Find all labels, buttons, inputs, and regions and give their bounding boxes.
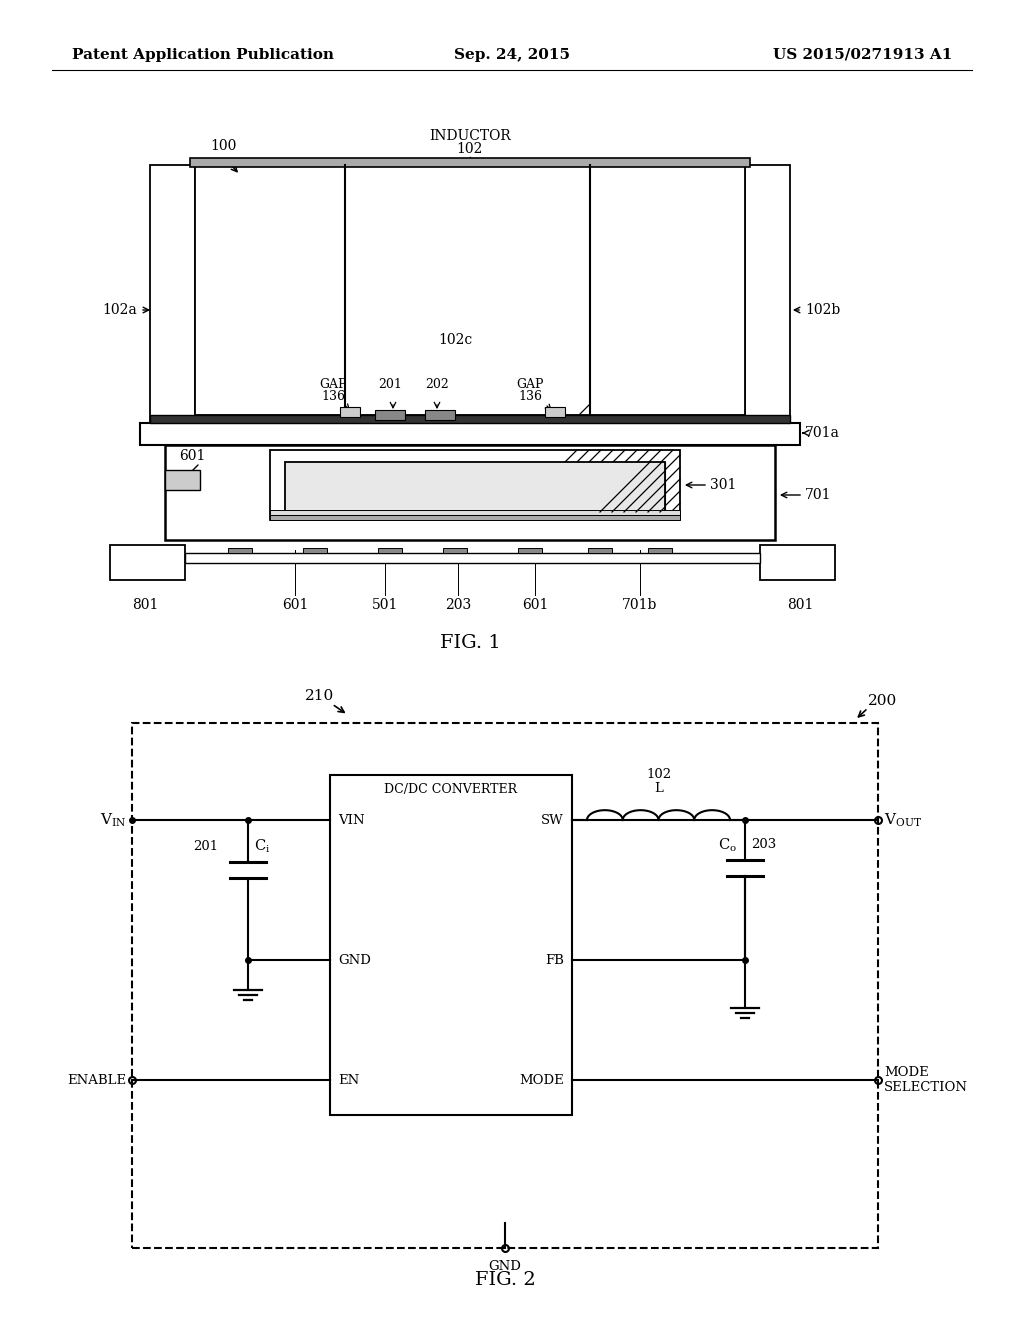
Bar — [132, 723, 878, 1247]
Text: Sep. 24, 2015: Sep. 24, 2015 — [454, 48, 570, 62]
Text: 801: 801 — [132, 598, 158, 612]
Text: US 2015/0271913 A1: US 2015/0271913 A1 — [773, 48, 952, 62]
Bar — [165, 470, 200, 490]
Bar — [745, 165, 790, 425]
Bar — [378, 548, 402, 553]
Text: VIN: VIN — [338, 813, 365, 826]
Text: DC/DC CONVERTER: DC/DC CONVERTER — [384, 784, 517, 796]
Text: GAP: GAP — [516, 378, 544, 391]
Text: 601: 601 — [179, 449, 205, 463]
Bar — [270, 515, 680, 520]
Bar — [150, 165, 195, 425]
Text: 200: 200 — [868, 694, 897, 708]
Text: 701a: 701a — [805, 426, 840, 440]
Text: FB: FB — [545, 953, 564, 966]
Text: 210: 210 — [305, 689, 335, 704]
Bar — [165, 445, 775, 540]
Text: 202: 202 — [425, 378, 449, 391]
Bar — [590, 165, 745, 414]
Text: 203: 203 — [751, 838, 776, 851]
Text: 102: 102 — [457, 143, 483, 156]
Text: 301: 301 — [710, 478, 736, 492]
Bar — [330, 775, 572, 1115]
Text: GND: GND — [338, 953, 371, 966]
Text: 201: 201 — [193, 840, 218, 853]
Bar — [760, 545, 835, 579]
Text: 801: 801 — [786, 598, 813, 612]
Bar — [518, 548, 542, 553]
Text: 701b: 701b — [623, 598, 657, 612]
Bar — [140, 422, 800, 445]
Text: $\mathregular{C_o}$: $\mathregular{C_o}$ — [718, 837, 737, 854]
Bar — [285, 462, 665, 512]
Text: 136: 136 — [518, 389, 542, 403]
Bar — [110, 545, 185, 579]
Bar — [588, 548, 612, 553]
Bar — [345, 165, 590, 414]
Text: 201: 201 — [378, 378, 402, 391]
Bar — [285, 462, 665, 512]
Text: INDUCTOR: INDUCTOR — [429, 129, 511, 143]
Text: 203: 203 — [444, 598, 471, 612]
Bar — [185, 553, 760, 564]
Text: $\mathregular{V_{IN}}$: $\mathregular{V_{IN}}$ — [99, 812, 126, 829]
Bar — [195, 165, 345, 414]
Text: L: L — [654, 781, 663, 795]
Bar — [270, 450, 680, 520]
Text: $\mathregular{C_i}$: $\mathregular{C_i}$ — [254, 837, 270, 855]
Text: GAP: GAP — [319, 378, 347, 391]
Bar — [190, 158, 750, 168]
Bar — [340, 407, 360, 417]
Text: FIG. 2: FIG. 2 — [475, 1271, 536, 1290]
Text: FIG. 1: FIG. 1 — [439, 634, 501, 652]
Bar — [228, 548, 252, 553]
Bar — [150, 414, 790, 422]
Bar — [303, 548, 327, 553]
Text: 701: 701 — [805, 488, 831, 502]
Text: Patent Application Publication: Patent Application Publication — [72, 48, 334, 62]
Bar — [375, 411, 406, 420]
Text: 136: 136 — [321, 389, 345, 403]
Text: EN: EN — [338, 1073, 359, 1086]
Bar — [443, 548, 467, 553]
Text: 601: 601 — [282, 598, 308, 612]
Text: 102: 102 — [646, 768, 671, 781]
Text: SW: SW — [542, 813, 564, 826]
Text: 100: 100 — [210, 139, 237, 153]
Text: MODE
SELECTION: MODE SELECTION — [884, 1067, 968, 1094]
Bar — [545, 407, 565, 417]
Text: $\mathregular{V_{OUT}}$: $\mathregular{V_{OUT}}$ — [884, 812, 922, 829]
Bar — [425, 411, 455, 420]
Bar — [270, 510, 680, 515]
Text: 102b: 102b — [805, 304, 841, 317]
Text: ENABLE: ENABLE — [67, 1073, 126, 1086]
Text: 501: 501 — [372, 598, 398, 612]
Text: MODE: MODE — [519, 1073, 564, 1086]
Bar — [648, 548, 672, 553]
Text: 102c: 102c — [438, 333, 472, 347]
Text: GND: GND — [488, 1259, 521, 1272]
Text: 102a: 102a — [102, 304, 137, 317]
Text: 601: 601 — [522, 598, 548, 612]
